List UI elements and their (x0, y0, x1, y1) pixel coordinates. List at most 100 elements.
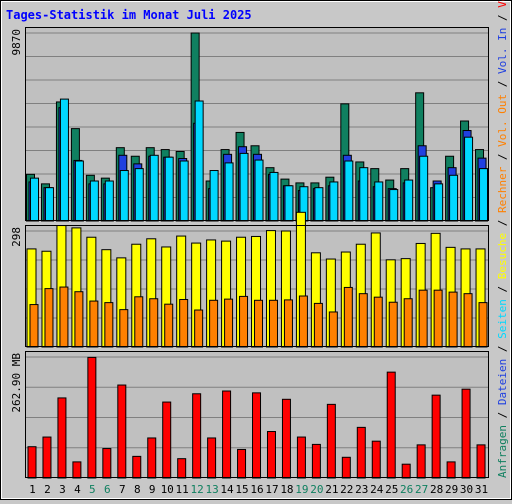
bar-volumen-day-13 (207, 437, 217, 479)
bar-volumen-day-20 (311, 443, 321, 479)
legend-entry: Vol. Out (496, 94, 509, 147)
panel-middle: 298 (10, 211, 489, 348)
bar-volumen-day-15 (237, 448, 247, 479)
legend-entry: / (496, 339, 509, 359)
legend-entry: Vol. In (496, 28, 509, 74)
bar-rechner-day-23 (358, 293, 368, 348)
bar-seiten-day-6 (104, 180, 114, 222)
bar-rechner-day-26 (403, 298, 413, 348)
bar-rechner-day-12 (194, 309, 204, 348)
x-tick-label-day-19: 19 (295, 483, 308, 496)
bar-seiten-day-14 (224, 162, 234, 222)
x-tick-label-day-2: 2 (44, 483, 51, 496)
chart-title: Tages-Statistik im Monat Juli 2025 (6, 8, 252, 22)
y-max-label-middle: 298 (10, 227, 23, 247)
bar-volumen-day-6 (102, 448, 112, 479)
bar-seiten-day-9 (149, 154, 159, 222)
x-tick-label-day-28: 28 (430, 483, 443, 496)
bar-seiten-day-1 (30, 177, 39, 222)
legend-entry: / (496, 8, 509, 28)
panel-frame (25, 27, 489, 221)
x-tick-label-day-11: 11 (176, 483, 189, 496)
bar-volumen-day-23 (356, 426, 366, 479)
bar-seiten-day-25 (389, 189, 399, 222)
legend-entry: Anfragen (496, 425, 509, 478)
bar-seiten-day-12 (194, 100, 204, 222)
bar-seiten-day-26 (404, 179, 414, 222)
bar-seiten-day-31 (479, 168, 489, 222)
x-tick-label-day-4: 4 (74, 483, 81, 496)
bar-volumen-day-10 (162, 401, 172, 479)
bar-rechner-day-21 (328, 311, 338, 348)
bar-rechner-day-2 (44, 288, 54, 348)
bar-seiten-day-8 (134, 168, 144, 222)
bar-seiten-day-15 (239, 152, 249, 222)
bar-seiten-day-30 (464, 136, 474, 222)
bar-rechner-day-6 (104, 302, 114, 348)
bar-seiten-day-10 (164, 156, 174, 222)
bar-volumen-day-28 (431, 394, 441, 479)
x-tick-label-day-12: 12 (191, 483, 204, 496)
bar-rechner-day-1 (29, 304, 39, 348)
bar-volumen-day-29 (446, 461, 456, 479)
bar-rechner-day-9 (149, 298, 159, 348)
bar-rechner-day-4 (74, 291, 84, 348)
x-tick-label-day-26: 26 (400, 483, 413, 496)
bar-rechner-day-30 (463, 293, 473, 348)
x-tick-label-day-18: 18 (280, 483, 293, 496)
bar-seiten-day-3 (59, 98, 69, 222)
x-tick-label-day-30: 30 (460, 483, 473, 496)
bar-rechner-day-18 (283, 299, 293, 348)
panel-frame (25, 225, 489, 347)
bar-seiten-day-17 (269, 171, 279, 222)
x-tick-label-day-5: 5 (89, 483, 96, 496)
bar-volumen-day-9 (147, 437, 157, 479)
bar-rechner-day-24 (373, 296, 383, 348)
bar-rechner-day-19 (298, 295, 308, 348)
bar-seiten-day-28 (434, 183, 444, 222)
bar-rechner-day-17 (268, 299, 278, 348)
bar-rechner-day-7 (119, 309, 129, 348)
bar-volumen-day-3 (57, 397, 67, 479)
x-tick-label-day-13: 13 (205, 483, 218, 496)
bar-seiten-day-7 (119, 170, 129, 222)
bar-seiten-day-18 (284, 185, 294, 222)
bar-seiten-day-11 (179, 160, 189, 222)
bar-seiten-day-21 (329, 181, 339, 222)
bar-volumen-day-18 (281, 398, 291, 479)
bar-volumen-day-7 (117, 384, 127, 479)
bar-volumen-day-21 (326, 403, 336, 479)
x-tick-label-day-21: 21 (325, 483, 338, 496)
bar-volumen-day-24 (371, 440, 381, 479)
bar-rechner-day-25 (388, 301, 398, 348)
x-tick-label-day-10: 10 (161, 483, 174, 496)
x-tick-label-day-16: 16 (250, 483, 263, 496)
x-tick-label-day-27: 27 (415, 483, 428, 496)
bar-rechner-day-27 (418, 289, 428, 348)
bar-seiten-day-22 (344, 160, 354, 222)
bar-volumen-day-14 (222, 390, 232, 479)
legend-entry: Besuche (496, 233, 509, 279)
x-tick-label-day-7: 7 (119, 483, 126, 496)
bar-volumen-day-5 (87, 356, 97, 479)
y-max-label-bottom: 262.90 MB (10, 353, 23, 413)
x-tick-label-day-23: 23 (355, 483, 368, 496)
bar-seiten-day-23 (359, 167, 369, 222)
bar-rechner-day-5 (89, 300, 99, 348)
bar-seiten-day-24 (374, 181, 384, 222)
legend-entry: Seiten (496, 299, 509, 339)
bar-seiten-day-20 (314, 187, 324, 222)
panel-frame (25, 351, 489, 478)
x-tick-label-day-31: 31 (475, 483, 488, 496)
x-tick-label-day-25: 25 (385, 483, 398, 496)
x-tick-label-day-22: 22 (340, 483, 353, 496)
bar-seiten-day-2 (44, 187, 54, 222)
legend-entry: Rechner (496, 166, 509, 213)
x-tick-label-day-24: 24 (370, 483, 384, 496)
x-tick-label-day-8: 8 (134, 483, 141, 496)
x-tick-label-day-9: 9 (149, 483, 156, 496)
panel-top: 9870 (10, 27, 489, 222)
x-tick-label-day-3: 3 (59, 483, 66, 496)
